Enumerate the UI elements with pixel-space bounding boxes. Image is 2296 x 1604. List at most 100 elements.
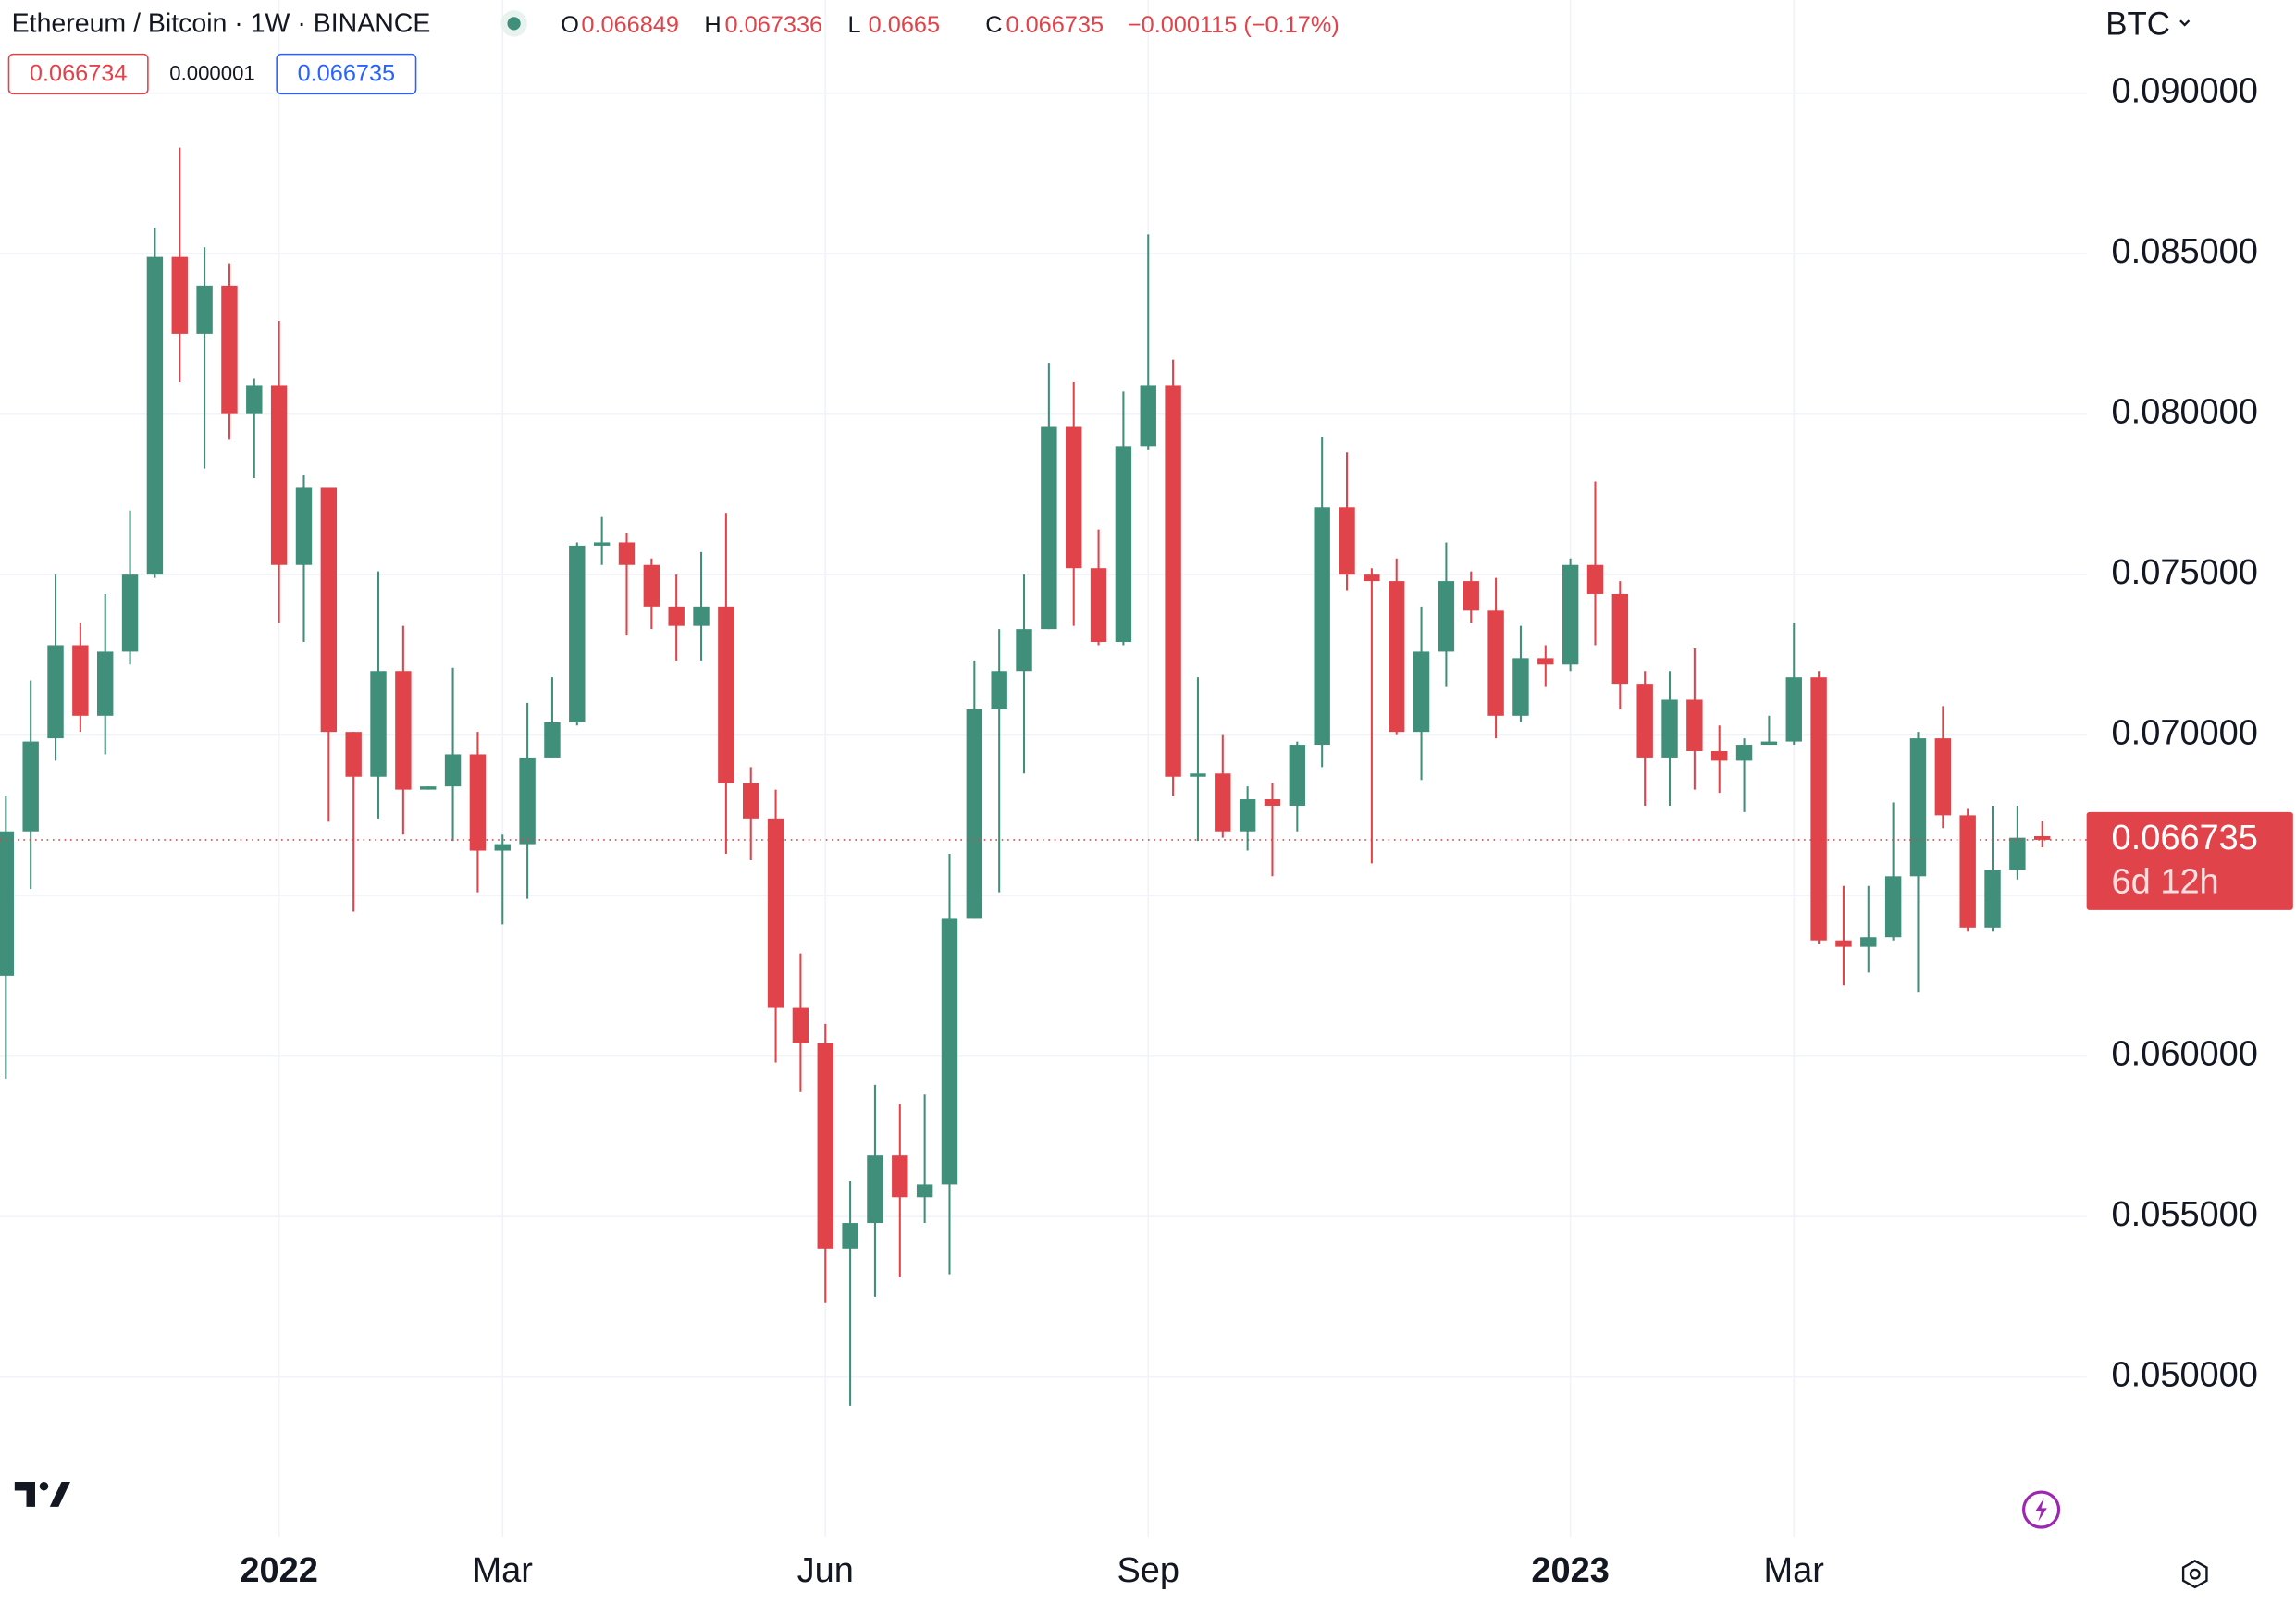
candle-body: [792, 1007, 809, 1043]
symbol-title[interactable]: Ethereum / Bitcoin · 1W · BINANCE: [12, 8, 431, 38]
candle-body: [1760, 741, 1778, 746]
y-tick-label: 0.085000: [2112, 232, 2258, 271]
candle-body: [1115, 446, 1132, 643]
y-tick-label: 0.090000: [2112, 72, 2258, 111]
candle-body: [1586, 564, 1604, 594]
candle-body: [767, 818, 784, 1008]
ohlc-value: 0.0665: [869, 12, 940, 38]
candle-body: [1140, 385, 1156, 447]
candle-body: [544, 722, 561, 758]
ohlc-key: H: [704, 12, 721, 38]
candles: [0, 147, 2051, 1406]
price-tag-label: 0.066735: [2112, 819, 2258, 858]
ask-box[interactable]: [276, 53, 417, 95]
candle-body: [1934, 738, 1952, 816]
candle-body: [916, 1184, 933, 1198]
candle-body: [1785, 677, 1802, 742]
candle-body: [1066, 426, 1082, 569]
candle-body: [2009, 837, 2026, 870]
candle-body: [1314, 507, 1330, 746]
countdown: 6d 12h: [2112, 862, 2219, 901]
candle-body: [1562, 564, 1579, 665]
candle-body: [1537, 658, 1554, 665]
candle-body: [1041, 426, 1057, 630]
candle-body: [2034, 835, 2051, 840]
candle-body: [295, 487, 313, 565]
candle-body: [0, 831, 15, 976]
candle-body: [1339, 507, 1355, 575]
ohlc-key: L: [848, 12, 861, 38]
y-tick-label: 0.070000: [2112, 714, 2258, 753]
candle-body: [1364, 574, 1380, 582]
candle-body: [420, 786, 437, 790]
candle-body: [1611, 593, 1629, 685]
x-tick-label: Mar: [473, 1551, 534, 1590]
x-tick-label: Sep: [1117, 1551, 1179, 1590]
settings-icon[interactable]: [2181, 1560, 2208, 1589]
candle-body: [817, 1043, 833, 1249]
candle-body: [1289, 745, 1306, 806]
ohlc-value: 0.066849: [581, 12, 679, 38]
candle-body: [892, 1155, 908, 1198]
candle-body: [1264, 799, 1281, 806]
y-tick-label: 0.080000: [2112, 393, 2258, 432]
candle-body: [1984, 870, 2001, 928]
change: −0.000115 (−0.17%): [1128, 12, 1339, 38]
spread: 0.000001: [169, 62, 254, 85]
ask: 0.066735: [298, 60, 396, 86]
candle-body: [1190, 773, 1206, 777]
candle-body: [121, 574, 139, 652]
candle-body: [1239, 799, 1256, 832]
candle-body: [941, 918, 958, 1185]
candle-body: [1487, 610, 1504, 716]
candle-body: [593, 542, 611, 546]
candle-body: [842, 1223, 858, 1249]
bid-box[interactable]: [7, 53, 149, 95]
candle-body: [668, 606, 685, 626]
x-tick-label: Jun: [797, 1551, 854, 1590]
candle-body: [1165, 385, 1181, 777]
candle-body: [1884, 876, 1902, 938]
ohlc-key: C: [985, 12, 1002, 38]
candle-body: [469, 754, 487, 851]
candle-body: [867, 1155, 883, 1224]
x-tick-label: Mar: [1764, 1551, 1825, 1590]
price-tag: [2086, 811, 2293, 910]
candle-body: [1636, 684, 1653, 758]
candle-body: [494, 844, 511, 851]
candle-body: [718, 606, 734, 783]
candle-body: [1686, 699, 1703, 751]
candle-body: [345, 732, 362, 777]
candle-body: [1413, 651, 1430, 733]
ohlc-legend: O 0.066849 H 0.067336 L 0.0665 C 0.066735: [561, 12, 1104, 38]
candle-body: [97, 651, 114, 716]
x-tick-label: 2022: [240, 1551, 317, 1590]
ohlc-value: 0.067336: [725, 12, 823, 38]
status-dot: [507, 17, 521, 31]
candle-body: [1810, 677, 1827, 941]
grid: [0, 0, 2087, 1538]
candle-body: [569, 545, 586, 722]
candle-body: [519, 757, 536, 845]
candle-body: [743, 783, 759, 819]
candle-body: [1090, 568, 1107, 643]
candle-body: [1860, 937, 1877, 947]
candle-body: [1463, 581, 1479, 611]
candle-body: [1389, 581, 1405, 733]
currency-chevron: [2179, 19, 2191, 27]
lightning-icon[interactable]: [2021, 1490, 2061, 1529]
tv-logo[interactable]: [14, 1481, 70, 1507]
candle-body: [1215, 773, 1231, 832]
candle-body: [643, 564, 660, 607]
candle-body: [221, 285, 238, 414]
ohlc-value: 0.066735: [1006, 12, 1104, 38]
candle-body: [22, 741, 39, 832]
currency[interactable]: BTC: [2105, 6, 2170, 43]
candle-body: [320, 487, 338, 733]
candle-body: [966, 709, 983, 919]
x-tick-label: 2023: [1531, 1551, 1609, 1590]
candle-body: [72, 645, 89, 716]
candle-body: [270, 385, 288, 565]
y-tick-label: 0.055000: [2112, 1195, 2258, 1234]
